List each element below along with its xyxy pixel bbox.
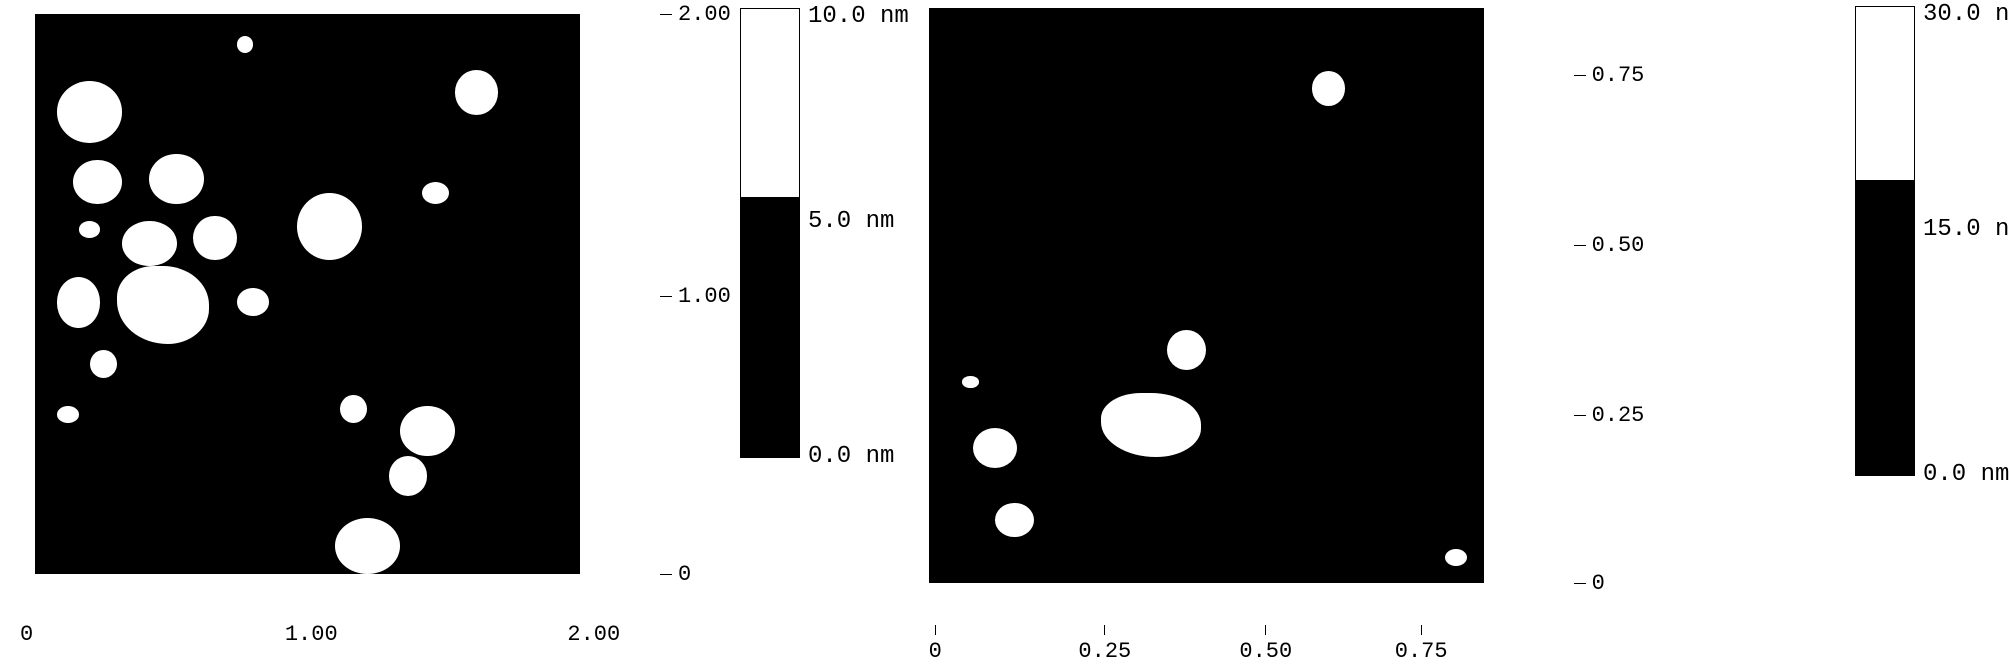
x-tick: 2.00 (567, 622, 620, 647)
y-tick: 0.75 (1574, 63, 1645, 88)
blob (122, 221, 177, 266)
blob (973, 428, 1017, 468)
colorbar-scale (1855, 6, 1915, 476)
blob (193, 216, 237, 261)
x-tick-label: 0 (20, 622, 33, 647)
right-colorbar: 30.0 nm 15.0 nm 0.0 nm (1845, 6, 1923, 476)
y-tick: 2.00 (660, 2, 731, 27)
left-panel: 2.00 1.00 0 0 1.00 2.00 (20, 8, 739, 638)
blob (1167, 330, 1206, 370)
blob (57, 277, 101, 327)
y-tick: 1.00 (660, 284, 731, 309)
right-afm-image: 0.75 0.50 0.25 0 0 0.25 0.50 0.75 (929, 8, 1484, 583)
blob (73, 160, 122, 205)
x-tick-label: 2.00 (567, 622, 620, 647)
blob (1101, 393, 1201, 456)
cb-max-label: 30.0 nm (1923, 1, 2009, 28)
blob (340, 395, 367, 423)
blob (1445, 549, 1467, 566)
cb-min-label: 0.0 nm (1923, 461, 2009, 488)
y-tick-label: 0.50 (1592, 233, 1645, 258)
blob (995, 503, 1034, 538)
blob (149, 154, 204, 204)
y-tick-label: 0 (1592, 571, 1605, 596)
blob (117, 266, 210, 344)
y-tick-label: 1.00 (678, 284, 731, 309)
x-tick: 0.75 (1395, 625, 1448, 664)
blob (297, 193, 362, 260)
x-tick: 0.25 (1078, 625, 1131, 664)
x-tick-label: 0.25 (1078, 639, 1131, 664)
y-tick: 0.50 (1574, 233, 1645, 258)
blob (400, 406, 455, 456)
x-tick-label: 1.00 (285, 622, 338, 647)
y-tick: 0 (660, 562, 691, 587)
x-tick-label: 0 (929, 639, 942, 664)
blob (237, 36, 253, 53)
blob (335, 518, 400, 574)
blob (455, 70, 499, 115)
left-afm-image: 2.00 1.00 0 0 1.00 2.00 (35, 14, 580, 574)
x-tick: 1.00 (285, 622, 338, 647)
y-tick-label: 0.75 (1592, 63, 1645, 88)
blob (1312, 71, 1345, 106)
blob (57, 406, 79, 423)
blob (79, 221, 101, 238)
blob (422, 182, 449, 204)
blob (57, 81, 122, 143)
y-tick-label: 2.00 (678, 2, 731, 27)
x-tick-label: 0.50 (1239, 639, 1292, 664)
main-container: 2.00 1.00 0 0 1.00 2.00 10.0 nm 5.0 nm 0… (0, 0, 2009, 646)
blob (237, 288, 270, 316)
y-tick-label: 0 (678, 562, 691, 587)
x-tick: 0 (929, 625, 942, 664)
cb-mid-label: 15.0 nm (1923, 216, 2009, 243)
y-tick: 0.25 (1574, 403, 1645, 428)
colorbar-top (1856, 7, 1914, 180)
blob (90, 350, 117, 378)
blob (962, 376, 979, 388)
right-panel: 0.75 0.50 0.25 0 0 0.25 0.50 0.75 (759, 8, 1989, 638)
x-tick: 0 (20, 622, 33, 647)
colorbar-bottom (1856, 180, 1914, 475)
x-tick: 0.50 (1239, 625, 1292, 664)
x-tick-label: 0.75 (1395, 639, 1448, 664)
y-tick-label: 0.25 (1592, 403, 1645, 428)
y-tick: 0 (1574, 571, 1605, 596)
blob (389, 456, 427, 495)
